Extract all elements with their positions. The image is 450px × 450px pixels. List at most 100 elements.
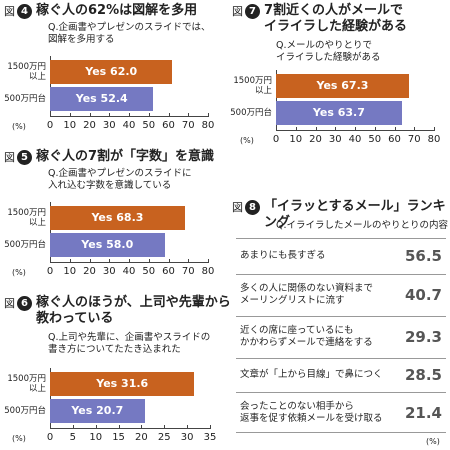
- tick-mark: [188, 113, 190, 117]
- tick-mark: [69, 259, 71, 263]
- x-tick-label: 30: [180, 432, 194, 443]
- x-tick-label: 0: [272, 134, 280, 145]
- chart-title: 稼ぐ人の62%は図解を多用: [36, 3, 198, 18]
- ranking-item: 近くの席に座っているにも かかわらずメールで連絡をする: [240, 325, 373, 348]
- unit-label: (%): [12, 268, 26, 277]
- tick-mark: [109, 259, 111, 263]
- x-tick-label: 80: [201, 120, 215, 131]
- value-label: Yes 67.3: [316, 79, 369, 92]
- tick-mark: [188, 259, 190, 263]
- tick-mark: [129, 259, 130, 263]
- x-tick-label: 30: [102, 266, 116, 277]
- tick-mark: [168, 259, 170, 263]
- tick-mark: [164, 425, 166, 429]
- tick-mark: [50, 113, 51, 117]
- unit-label: (%): [426, 437, 440, 446]
- row-divider: [236, 238, 446, 239]
- x-tick-label: 20: [83, 266, 96, 277]
- row-divider: [236, 274, 446, 275]
- tick-mark: [168, 113, 170, 117]
- tick-mark: [148, 113, 150, 117]
- category-label: 1500万円 以上: [7, 374, 46, 394]
- tick-mark: [276, 127, 277, 131]
- tick-mark: [210, 425, 211, 429]
- x-tick-label: 40: [122, 266, 136, 277]
- x-tick-label: 40: [122, 120, 136, 131]
- ranking-value: 28.5: [404, 366, 442, 384]
- tick-mark: [374, 127, 376, 131]
- figure-number: 7: [245, 4, 260, 19]
- row-divider: [236, 358, 446, 359]
- category-label: 1500万円 以上: [7, 208, 46, 228]
- axis-line: [50, 428, 210, 429]
- bar: [276, 101, 402, 125]
- chart-title: 「イラッとするメール」ランキング: [264, 199, 446, 230]
- row-divider: [236, 392, 446, 393]
- axis-line: [50, 368, 51, 428]
- axis-line: [50, 56, 51, 116]
- ranking-item: 多くの人に関係のない資料まで メーリングリストに流す: [240, 283, 374, 306]
- x-tick-label: 70: [181, 120, 195, 131]
- ranking-item: あまりにも長すぎる: [240, 250, 326, 261]
- tick-mark: [208, 259, 209, 263]
- figure-label: 図: [4, 151, 15, 164]
- value-label: Yes 63.7: [312, 106, 365, 119]
- figure-number: 8: [245, 200, 260, 215]
- category-label: 1500万円 以上: [7, 62, 46, 82]
- x-tick-label: 0: [46, 266, 54, 277]
- unit-label: (%): [12, 434, 26, 443]
- row-divider: [236, 316, 446, 317]
- x-tick-label: 80: [427, 134, 441, 145]
- bar: [50, 60, 173, 84]
- x-tick-label: 30: [102, 120, 116, 131]
- chart-subtitle: Q.メールのやりとりで イライラした経験がある: [276, 40, 381, 63]
- x-tick-label: 70: [181, 266, 195, 277]
- tick-mark: [89, 113, 91, 117]
- value-label: Yes 31.6: [96, 377, 149, 390]
- ranking-item: 会ったことのない相手から 返事を促す依頼メールを受け取る: [240, 401, 383, 424]
- bar: [276, 74, 409, 98]
- category-label: 500万円台: [4, 240, 46, 250]
- value-label: Yes 20.7: [71, 404, 124, 417]
- x-tick-label: 15: [112, 432, 125, 443]
- tick-mark: [109, 113, 111, 117]
- axis-line: [50, 202, 51, 262]
- figure-label: 図: [4, 5, 15, 18]
- x-tick-label: 0: [46, 120, 54, 131]
- x-tick-label: 50: [368, 134, 382, 145]
- ranking-value: 29.3: [404, 328, 442, 346]
- category-label: 1500万円 以上: [233, 76, 272, 96]
- x-tick-label: 20: [309, 134, 322, 145]
- tick-mark: [315, 127, 317, 131]
- x-tick-label: 60: [162, 266, 175, 277]
- x-tick-label: 25: [157, 432, 171, 443]
- figure-label: 図: [232, 201, 243, 214]
- x-tick-label: 40: [348, 134, 362, 145]
- category-label: 500万円台: [230, 108, 272, 118]
- category-label: 500万円台: [4, 94, 46, 104]
- tick-mark: [89, 259, 91, 263]
- x-tick-label: 10: [289, 134, 303, 145]
- tick-mark: [394, 127, 396, 131]
- bar: [50, 372, 195, 396]
- tick-mark: [129, 113, 130, 117]
- bar: [50, 87, 154, 111]
- chart-subtitle: Q.上司や先輩に、企画書やスライドの 書き方についてたたき込まれた: [48, 332, 211, 355]
- tick-mark: [141, 425, 143, 429]
- value-label: Yes 62.0: [85, 65, 138, 78]
- bar: [50, 233, 165, 257]
- bar: [50, 399, 145, 423]
- chart-subtitle: Q.イライラしたメールのやりとりの内容: [276, 220, 448, 231]
- chart-title: 稼ぐ人の7割が「字数」を意識: [36, 149, 215, 164]
- tick-mark: [434, 127, 435, 131]
- x-tick-label: 60: [162, 120, 175, 131]
- x-tick-label: 50: [142, 266, 156, 277]
- x-tick-label: 60: [388, 134, 401, 145]
- unit-label: (%): [240, 136, 254, 145]
- chart-title: 稼ぐ人のほうが、上司や先輩から 教わっている: [36, 295, 231, 326]
- tick-mark: [414, 127, 416, 131]
- value-label: Yes 68.3: [91, 211, 144, 224]
- x-tick-label: 20: [135, 432, 148, 443]
- value-label: Yes 58.0: [81, 238, 134, 251]
- tick-mark: [148, 259, 150, 263]
